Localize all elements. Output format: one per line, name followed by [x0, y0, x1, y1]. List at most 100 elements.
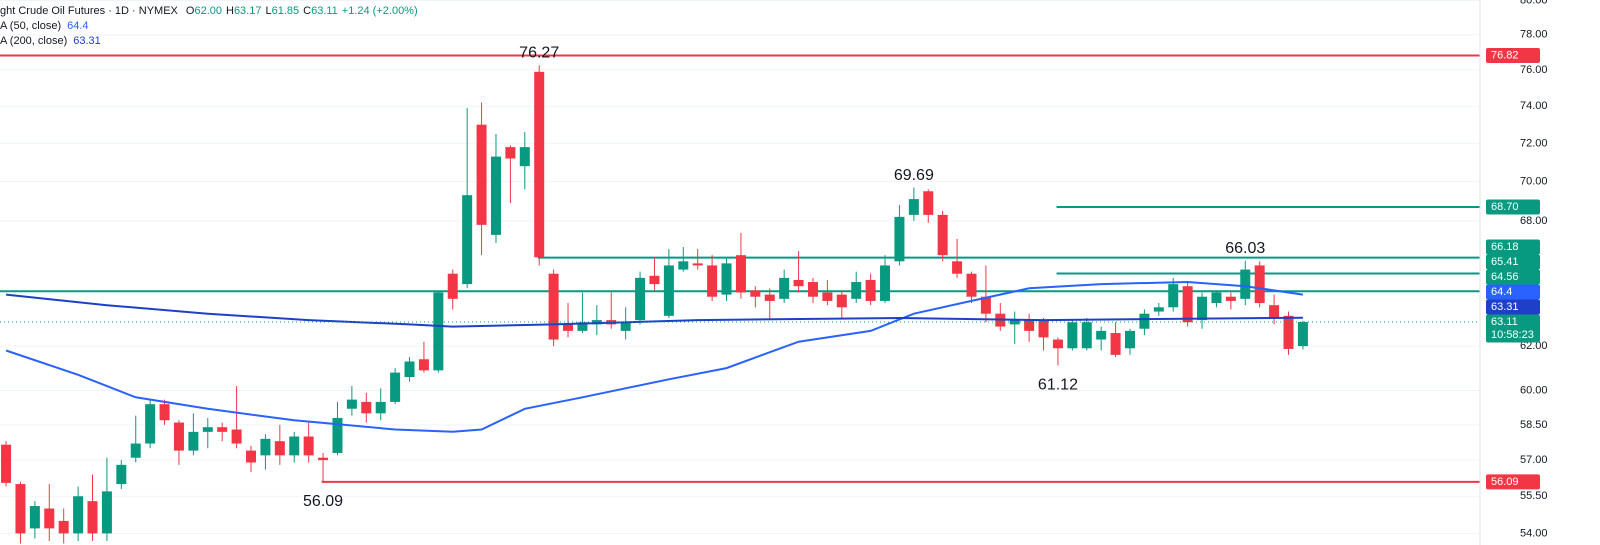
candle-body	[159, 404, 170, 421]
candle-body	[1283, 315, 1294, 349]
candle-body	[836, 294, 847, 308]
candle-body	[274, 441, 285, 456]
candle-body	[145, 404, 156, 444]
candle-body	[678, 261, 689, 270]
symbol: ght Crude Oil Futures · 1D · NYMEX	[0, 5, 179, 17]
y-tick-label: 62.00	[1520, 340, 1548, 352]
y-tick-label: 54.00	[1520, 527, 1548, 539]
price-axis: 80.00 78.00 76.00 74.00 72.00 70.00 68.00 62.00…	[1486, 0, 1548, 539]
candle-body	[202, 427, 213, 432]
candle-body	[548, 273, 559, 340]
ohlc-key: O	[186, 5, 195, 17]
candle-body	[534, 71, 545, 258]
legend-name: A (50, close)	[0, 20, 61, 32]
candle-body	[361, 401, 372, 414]
price-box-label: 56.09	[1491, 476, 1519, 488]
candle-body	[620, 322, 631, 331]
legend-entry: A (50, close) 64.4	[0, 20, 89, 32]
candle-body	[130, 443, 141, 458]
candle-body	[563, 324, 574, 331]
candle-body	[1009, 320, 1020, 325]
price-box	[1486, 269, 1540, 285]
header: ght Crude Oil Futures · 1D · NYMEX O62.00…	[0, 5, 418, 17]
candle-body	[635, 277, 646, 321]
ohlc-key: C	[303, 5, 311, 17]
y-tick-label: 76.00	[1520, 64, 1548, 76]
candle-body	[764, 294, 775, 301]
candle-body	[1211, 292, 1222, 304]
price-annotation: 66.03	[1225, 240, 1265, 257]
candle-body	[375, 401, 386, 414]
candle-body	[937, 214, 948, 256]
candle-body	[44, 508, 55, 529]
candle-body	[1067, 322, 1078, 349]
moving-average	[5, 293, 1303, 328]
candle-body	[173, 422, 184, 451]
candle-body	[318, 457, 329, 461]
ohlc-value: 63.11	[311, 5, 338, 17]
candle-body	[966, 273, 977, 297]
candle-body	[418, 359, 429, 371]
y-tick-label: 60.00	[1520, 384, 1548, 396]
y-tick-label: 78.00	[1520, 29, 1548, 41]
change: +1.24 (+2.00%)	[342, 5, 418, 17]
price-box	[1486, 199, 1540, 215]
legend-entry: A (200, close) 63.31	[0, 35, 101, 47]
price-box-label: 63.11	[1491, 316, 1518, 328]
price-box	[1486, 314, 1540, 343]
candle-body	[116, 464, 127, 485]
y-tick-label: 58.50	[1520, 419, 1548, 431]
candle-body	[1153, 307, 1164, 312]
candle-body	[735, 255, 746, 293]
ohlc-value: 61.85	[272, 5, 300, 17]
candle-body	[1197, 296, 1208, 321]
y-tick-label: 68.00	[1520, 215, 1548, 227]
candle-body	[851, 282, 862, 299]
candle-body	[1052, 339, 1063, 349]
candle-body	[505, 147, 516, 159]
legend-value: 63.31	[73, 35, 101, 47]
candle-body	[707, 265, 718, 297]
candle-body	[231, 429, 242, 444]
legend: ght Crude Oil Futures · 1D · NYMEX O62.00…	[0, 5, 418, 47]
price-box-label: 66.18	[1491, 241, 1519, 253]
candle-body	[649, 275, 660, 285]
candle-body	[822, 292, 833, 301]
candle-body	[1269, 305, 1280, 318]
candle-body	[260, 438, 271, 456]
price-box	[1486, 474, 1540, 490]
candle-body	[490, 156, 501, 235]
y-tick-label: 72.00	[1520, 137, 1548, 149]
candle-body	[1168, 284, 1179, 308]
candle-body	[1081, 322, 1092, 349]
ohlc-value: 63.17	[234, 5, 262, 17]
y-tick-label: 70.00	[1520, 175, 1548, 187]
candle-body	[721, 263, 732, 295]
candle-body	[73, 496, 84, 534]
candle-body	[404, 361, 415, 378]
candle-body	[217, 427, 228, 432]
candle-body	[246, 450, 257, 463]
y-tick-label: 55.50	[1520, 490, 1548, 502]
candle-body	[87, 501, 98, 534]
price-box-label: 64.4	[1491, 286, 1512, 298]
price-box-label: 65.41	[1491, 256, 1519, 268]
price-box	[1486, 48, 1540, 64]
price-annotation: 61.12	[1038, 377, 1078, 394]
candle-body	[894, 216, 905, 262]
candle-body	[1254, 265, 1265, 304]
candle-body	[476, 124, 487, 225]
candle-body	[880, 265, 891, 301]
candle-body	[188, 431, 199, 451]
candle-body	[750, 290, 761, 297]
moving-average	[5, 280, 1304, 433]
candle-body	[1124, 330, 1135, 349]
candle-body	[1240, 269, 1251, 299]
price-annotation: 76.27	[519, 44, 559, 61]
candle-body	[908, 199, 919, 215]
price-box-label: 63.31	[1491, 301, 1519, 313]
candle-body	[1225, 296, 1236, 301]
candle-body	[58, 520, 69, 534]
